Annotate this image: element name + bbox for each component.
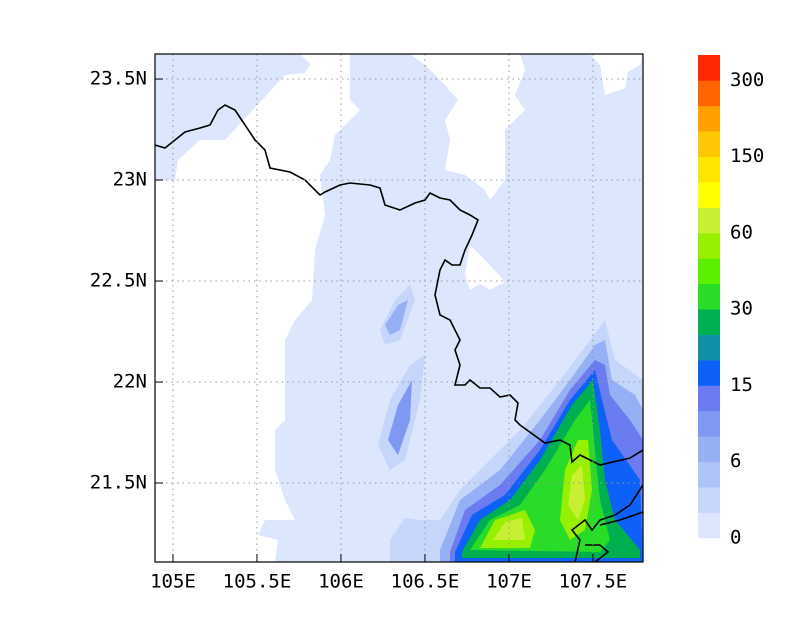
colorbar-box [698,487,720,513]
x-tick-label: 105.5E [223,571,292,593]
colorbar-label: 300 [730,69,764,91]
border-line [155,104,643,466]
plot-frame [154,53,644,563]
y-tick-label: 22.5N [90,270,147,292]
x-tick-label: 107E [486,571,532,593]
grid [155,54,643,562]
x-tick-label: 107.5E [559,571,628,593]
colorbar-box [698,334,720,361]
border-line [599,511,643,526]
colorbar-box [698,105,720,132]
border-line [570,484,643,562]
colorbar-box [698,182,720,208]
colorbar-box [698,360,720,386]
colorbar-box [698,156,720,183]
x-tick-label: 106E [318,571,364,593]
contour [493,518,525,540]
colorbar-label: 0 [730,527,741,549]
y-tick-label: 23N [113,169,147,191]
contour [385,300,408,335]
empty-region [410,54,525,200]
colorbar-box [698,512,720,539]
y-tick-label: 22N [113,371,147,393]
y-tick-label: 21.5N [90,472,147,494]
x-tick-label: 106.5E [391,571,460,593]
colorbar-box [698,207,720,234]
colorbar-label: 150 [730,145,764,167]
y-tick-label: 23.5N [90,68,147,90]
colorbar-box [698,436,720,463]
colorbar-box [698,309,720,335]
colorbar-label: 15 [730,374,753,396]
colorbar-box [698,258,720,285]
colorbar-box [698,232,720,259]
colorbar-label: 30 [730,298,753,320]
contour-fill [155,54,643,562]
empty-region [155,54,360,562]
x-tick-label: 105E [150,571,196,593]
contour [568,465,585,520]
colorbar-box [698,410,720,437]
colorbar-box [698,55,720,81]
contour [388,380,412,455]
colorbar-box [698,461,720,488]
colorbar-label: 60 [730,221,753,243]
colorbar-box [698,131,720,157]
colorbar-label: 6 [730,450,741,472]
empty-region [465,245,505,290]
colorbar-box [698,80,720,107]
colorbar-box [698,283,720,310]
empty-region [590,54,643,95]
colorbar-box [698,385,720,412]
